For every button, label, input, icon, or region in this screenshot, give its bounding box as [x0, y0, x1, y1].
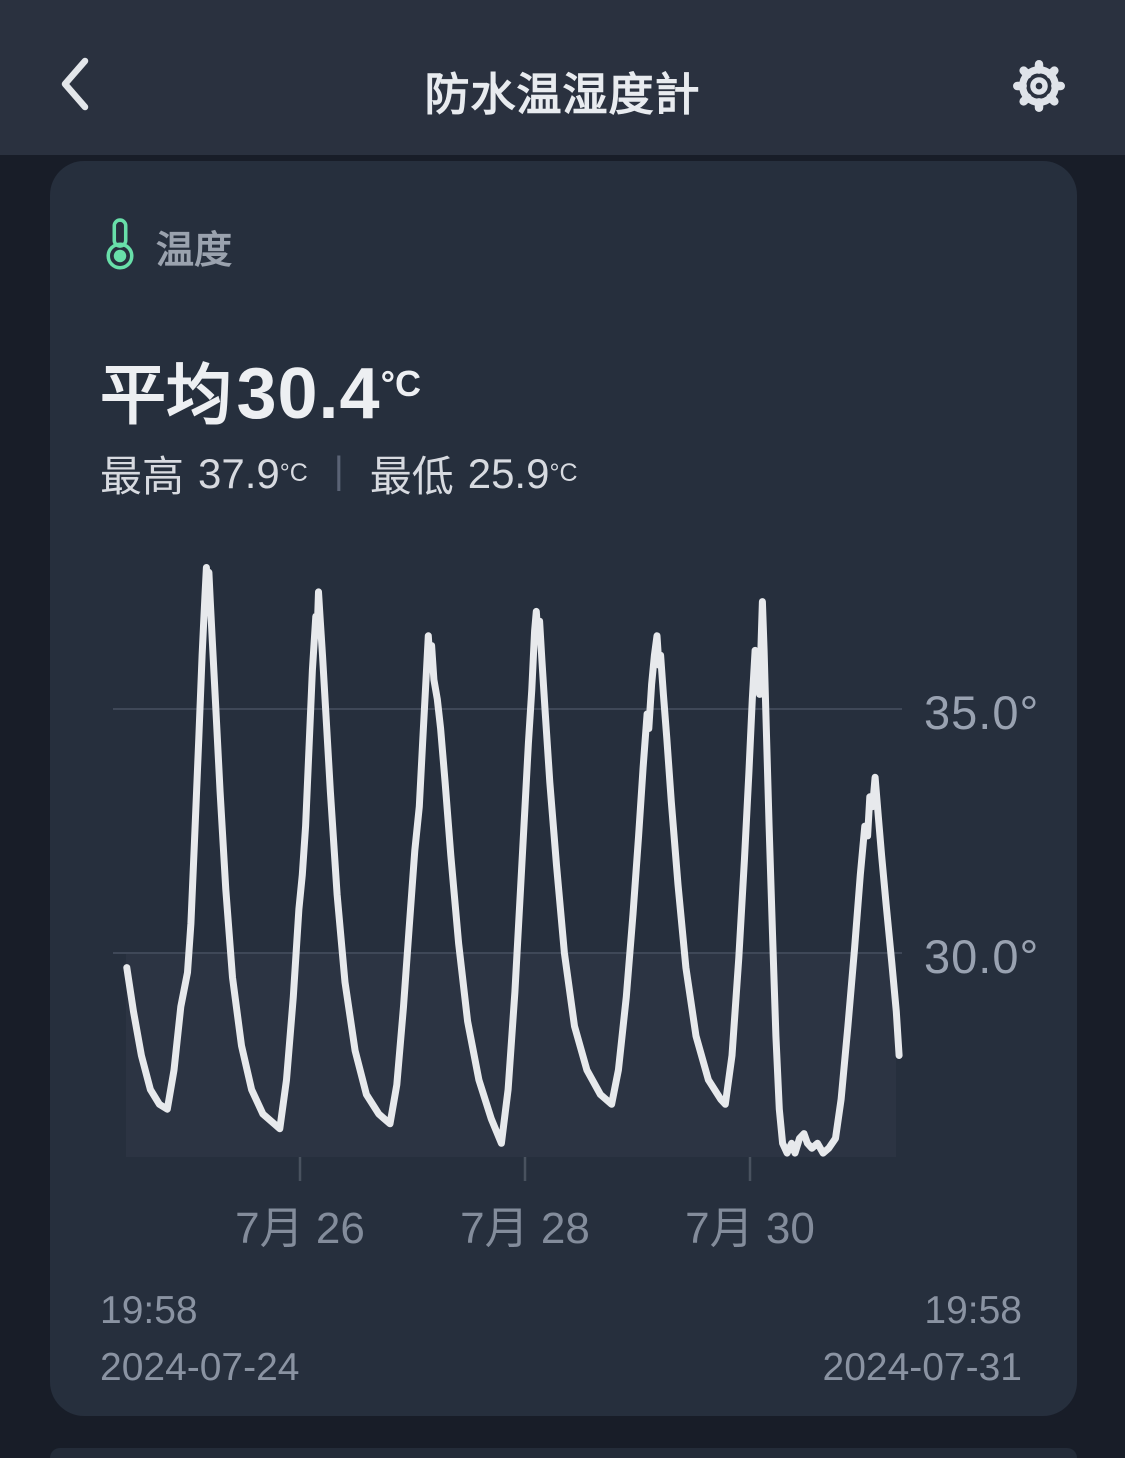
average-value: 30.4: [236, 354, 381, 434]
y-axis-label-35: 35.0°: [924, 686, 1040, 739]
gear-icon: [1010, 57, 1068, 120]
x-axis-label-jul30: 7月 30: [685, 1204, 815, 1253]
chevron-left-icon: [58, 56, 92, 117]
next-card-edge[interactable]: [50, 1448, 1077, 1458]
header-bar: 防水温湿度計: [0, 0, 1125, 155]
page-title: 防水温湿度計: [424, 69, 701, 120]
range-start-time: 19:58: [100, 1289, 198, 1332]
average-temperature: 平均 30.4°C: [100, 342, 421, 438]
y-axis-label-30: 30.0°: [924, 930, 1040, 983]
range-end-timestamp: 19:58 2024-07-31: [823, 1282, 1023, 1396]
x-axis-label-jul28: 7月 28: [460, 1204, 590, 1253]
min-value: 25.9: [467, 449, 550, 497]
temperature-chart[interactable]: 35.0° 30.0° 7月 26 7月 28 7月 30: [0, 540, 1125, 1253]
thermometer-icon: [102, 218, 138, 275]
range-start-timestamp: 19:58 2024-07-24: [100, 1282, 300, 1396]
max-value: 37.9: [198, 449, 280, 497]
back-button[interactable]: [40, 48, 110, 124]
min-label: 最低: [369, 453, 454, 500]
divider: |: [333, 450, 344, 492]
min-unit: °C: [549, 459, 578, 487]
average-unit: °C: [380, 363, 421, 404]
max-unit: °C: [279, 459, 308, 487]
minmax-temperatures: 最高 37.9 °C | 最低 25.9 °C: [100, 443, 578, 504]
average-label: 平均: [100, 358, 232, 432]
settings-button[interactable]: [1000, 50, 1078, 126]
range-start-date: 2024-07-24: [100, 1346, 300, 1389]
range-end-date: 2024-07-31: [822, 1346, 1023, 1389]
max-label: 最高: [100, 453, 185, 500]
sensor-header: 温度: [102, 218, 232, 275]
temperature-line-plot[interactable]: [0, 540, 1125, 1200]
temperature-line: [123, 564, 903, 1157]
x-axis-label-jul26: 7月 26: [235, 1204, 365, 1253]
range-end-time: 19:58: [924, 1289, 1022, 1332]
sensor-label: 温度: [156, 230, 233, 272]
